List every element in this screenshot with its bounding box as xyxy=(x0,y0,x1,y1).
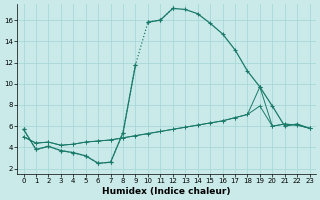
X-axis label: Humidex (Indice chaleur): Humidex (Indice chaleur) xyxy=(102,187,231,196)
